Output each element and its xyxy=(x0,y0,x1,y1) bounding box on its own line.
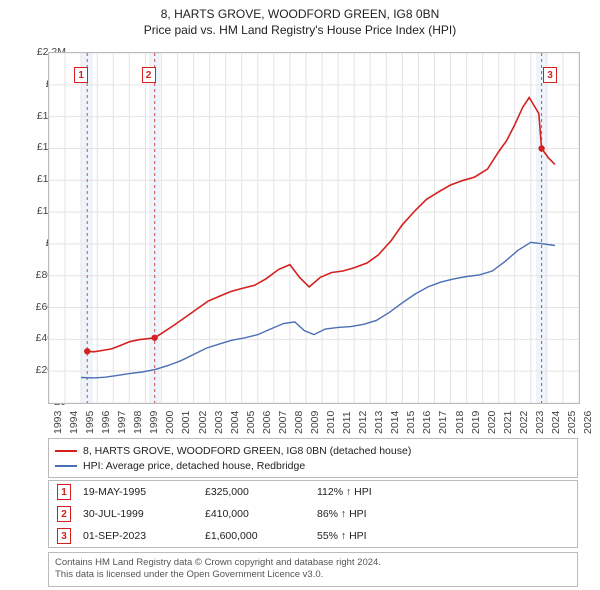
marker-price: £410,000 xyxy=(205,508,305,520)
x-tick-label: 2005 xyxy=(245,411,257,434)
x-tick-label: 2021 xyxy=(502,411,514,434)
x-tick-label: 2026 xyxy=(582,411,594,434)
license-line-2: This data is licensed under the Open Gov… xyxy=(55,569,571,581)
marker-row: 3 01-SEP-2023 £1,600,000 55% ↑ HPI xyxy=(49,525,577,547)
marker-table: 1 19-MAY-1995 £325,000 112% ↑ HPI 2 30-JUL-19… xyxy=(48,480,578,548)
marker-hpi: 55% ↑ HPI xyxy=(317,530,437,542)
x-tick-label: 2004 xyxy=(229,411,241,434)
x-tick-label: 2016 xyxy=(421,411,433,434)
x-tick-label: 2012 xyxy=(357,411,369,434)
x-tick-label: 2025 xyxy=(566,411,578,434)
legend-row-1: 8, HARTS GROVE, WOODFORD GREEN, IG8 0BN … xyxy=(55,443,571,458)
chart-svg xyxy=(49,53,579,403)
marker-date: 01-SEP-2023 xyxy=(83,530,193,542)
marker-badge: 1 xyxy=(57,484,71,500)
chart-marker-badge: 1 xyxy=(74,67,88,83)
x-tick-label: 2010 xyxy=(325,411,337,434)
x-tick-label: 2011 xyxy=(341,411,353,434)
legend-label-1: 8, HARTS GROVE, WOODFORD GREEN, IG8 0BN … xyxy=(83,445,411,457)
chart-marker-badge: 3 xyxy=(543,67,557,83)
legend-row-2: HPI: Average price, detached house, Redb… xyxy=(55,458,571,473)
chart-plot-area: 1 2 3 xyxy=(48,52,580,404)
x-tick-label: 1995 xyxy=(84,411,96,434)
marker-badge: 2 xyxy=(57,506,71,522)
x-tick-label: 2003 xyxy=(213,411,225,434)
marker-date: 30-JUL-1999 xyxy=(83,508,193,520)
x-tick-label: 2000 xyxy=(164,411,176,434)
marker-badge: 3 xyxy=(57,528,71,544)
x-tick-label: 2006 xyxy=(261,411,273,434)
marker-date: 19-MAY-1995 xyxy=(83,486,193,498)
x-tick-label: 2001 xyxy=(180,411,192,434)
x-tick-label: 2015 xyxy=(405,411,417,434)
marker-hpi: 112% ↑ HPI xyxy=(317,486,437,498)
marker-row: 2 30-JUL-1999 £410,000 86% ↑ HPI xyxy=(49,503,577,525)
x-tick-label: 2024 xyxy=(550,411,562,434)
x-tick-label: 2023 xyxy=(534,411,546,434)
x-tick-label: 2007 xyxy=(277,411,289,434)
title-line-2: Price paid vs. HM Land Registry's House … xyxy=(0,22,600,38)
x-tick-label: 1994 xyxy=(68,411,80,434)
chart-title-block: 8, HARTS GROVE, WOODFORD GREEN, IG8 0BN … xyxy=(0,0,600,38)
x-tick-label: 2002 xyxy=(197,411,209,434)
marker-price: £1,600,000 xyxy=(205,530,305,542)
chart-marker-badge: 2 xyxy=(142,67,156,83)
x-tick-label: 1999 xyxy=(148,411,160,434)
x-tick-label: 2009 xyxy=(309,411,321,434)
marker-hpi: 86% ↑ HPI xyxy=(317,508,437,520)
x-tick-label: 2018 xyxy=(454,411,466,434)
x-tick-label: 2019 xyxy=(470,411,482,434)
license-box: Contains HM Land Registry data © Crown c… xyxy=(48,552,578,587)
x-tick-label: 2013 xyxy=(373,411,385,434)
marker-price: £325,000 xyxy=(205,486,305,498)
x-tick-label: 2022 xyxy=(518,411,530,434)
x-tick-label: 1998 xyxy=(132,411,144,434)
x-tick-label: 2014 xyxy=(389,411,401,434)
x-tick-label: 2020 xyxy=(486,411,498,434)
x-tick-label: 1996 xyxy=(100,411,112,434)
x-tick-label: 1993 xyxy=(52,411,64,434)
x-tick-label: 2008 xyxy=(293,411,305,434)
license-line-1: Contains HM Land Registry data © Crown c… xyxy=(55,557,571,569)
x-tick-label: 2017 xyxy=(437,411,449,434)
legend-swatch-2 xyxy=(55,465,77,467)
marker-row: 1 19-MAY-1995 £325,000 112% ↑ HPI xyxy=(49,481,577,503)
x-tick-label: 1997 xyxy=(116,411,128,434)
title-line-1: 8, HARTS GROVE, WOODFORD GREEN, IG8 0BN xyxy=(0,6,600,22)
legend-swatch-1 xyxy=(55,450,77,452)
legend-box: 8, HARTS GROVE, WOODFORD GREEN, IG8 0BN … xyxy=(48,438,578,478)
legend-label-2: HPI: Average price, detached house, Redb… xyxy=(83,460,305,472)
